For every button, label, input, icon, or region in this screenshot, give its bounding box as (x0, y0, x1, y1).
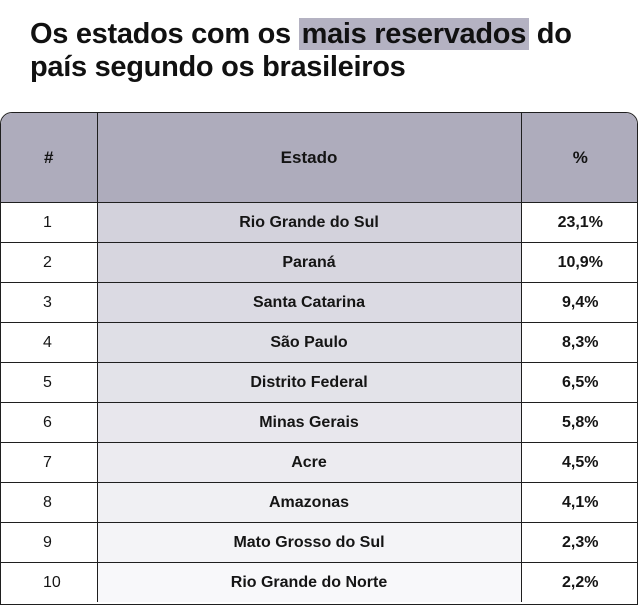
percent-cell: 4,1% (520, 482, 637, 523)
page-title: Os estados com os mais reservados do paí… (30, 18, 620, 84)
ranking-table: # Estado % 1 Rio Grande do Sul 23,1% 2 Paran… (0, 112, 638, 605)
table-row: 2 Paraná 10,9% (1, 242, 637, 283)
state-cell: Mato Grosso do Sul (96, 522, 521, 563)
state-cell: Minas Gerais (96, 402, 521, 443)
state-cell: Rio Grande do Sul (96, 202, 521, 243)
title-suffix: do país segundo os brasileiros (30, 18, 572, 83)
percent-cell: 23,1% (520, 202, 637, 243)
state-cell: Rio Grande do Norte (96, 562, 521, 602)
percent-cell: 4,5% (520, 442, 637, 483)
title-highlight: mais reservados (298, 18, 530, 50)
column-header-percent: % (520, 113, 637, 203)
percent-cell: 8,3% (520, 322, 637, 363)
table-row: 7 Acre 4,5% (1, 442, 637, 483)
rank-cell: 3 (1, 282, 97, 323)
rank-cell: 6 (1, 402, 97, 443)
table-row: 4 São Paulo 8,3% (1, 322, 637, 363)
state-cell: São Paulo (96, 322, 521, 363)
state-cell: Amazonas (96, 482, 521, 523)
percent-cell: 2,2% (520, 562, 637, 602)
table-header-row: # Estado % (1, 113, 637, 203)
title-prefix: Os estados com os (30, 18, 299, 50)
rank-cell: 2 (1, 242, 97, 283)
rank-cell: 9 (1, 522, 97, 563)
rank-cell: 1 (1, 202, 97, 243)
state-cell: Paraná (96, 242, 521, 283)
state-cell: Santa Catarina (96, 282, 521, 323)
table-row: 10 Rio Grande do Norte 2,2% (1, 562, 637, 602)
table-row: 1 Rio Grande do Sul 23,1% (1, 202, 637, 243)
column-header-rank: # (1, 113, 97, 203)
percent-cell: 5,8% (520, 402, 637, 443)
state-cell: Distrito Federal (96, 362, 521, 403)
table-row: 8 Amazonas 4,1% (1, 482, 637, 523)
percent-cell: 6,5% (520, 362, 637, 403)
percent-cell: 10,9% (520, 242, 637, 283)
rank-cell: 7 (1, 442, 97, 483)
rank-cell: 10 (1, 562, 97, 602)
table-row: 3 Santa Catarina 9,4% (1, 282, 637, 323)
rank-cell: 8 (1, 482, 97, 523)
table-row: 6 Minas Gerais 5,8% (1, 402, 637, 443)
table-body: 1 Rio Grande do Sul 23,1% 2 Paraná 10,9% 3 Sant… (1, 202, 637, 602)
percent-cell: 2,3% (520, 522, 637, 563)
state-cell: Acre (96, 442, 521, 483)
table-row: 5 Distrito Federal 6,5% (1, 362, 637, 403)
rank-cell: 4 (1, 322, 97, 363)
percent-cell: 9,4% (520, 282, 637, 323)
table-row: 9 Mato Grosso do Sul 2,3% (1, 522, 637, 563)
column-header-state: Estado (96, 113, 521, 203)
rank-cell: 5 (1, 362, 97, 403)
